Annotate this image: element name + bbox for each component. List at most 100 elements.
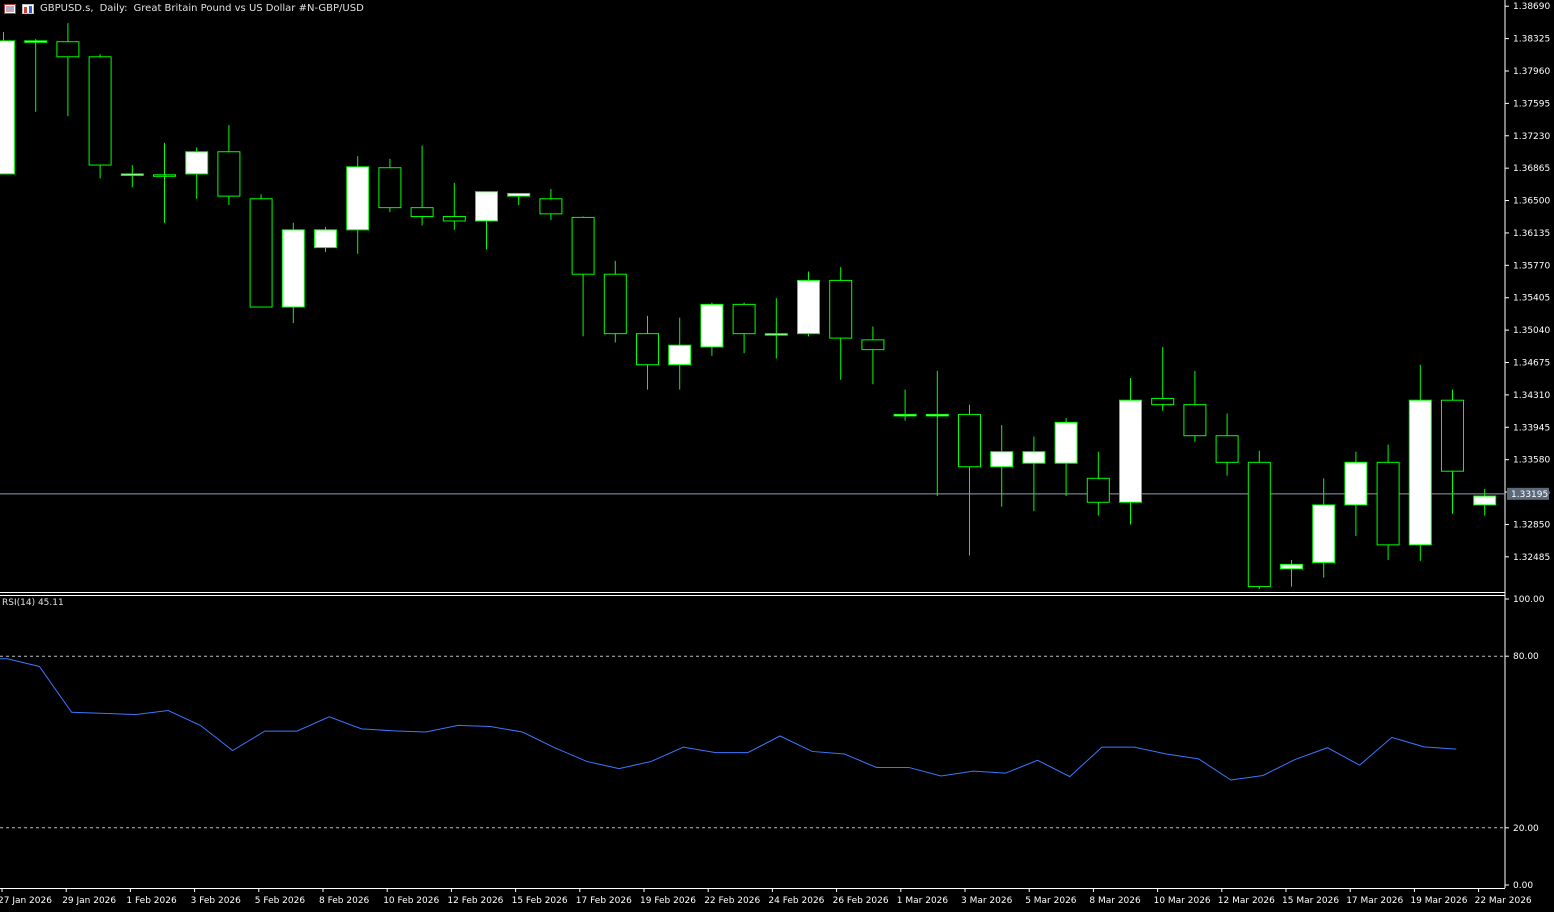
candle-body[interactable] xyxy=(442,216,466,222)
rsi-tick-label: 20.00 xyxy=(1513,824,1539,834)
candle-body[interactable] xyxy=(314,229,337,249)
candle-body[interactable] xyxy=(1280,563,1303,570)
candle-body[interactable] xyxy=(1312,504,1336,564)
candle-body[interactable] xyxy=(1441,399,1464,472)
candle-body[interactable] xyxy=(990,451,1014,468)
time-tick-label: 8 Feb 2026 xyxy=(319,896,370,906)
candle-body[interactable] xyxy=(217,151,241,197)
candle-body[interactable] xyxy=(346,166,370,231)
candle-body[interactable] xyxy=(861,339,885,351)
candle-body[interactable] xyxy=(732,303,756,335)
price-tick-label: 1.36500 xyxy=(1513,197,1550,207)
candle-body[interactable] xyxy=(1473,495,1497,506)
candle-body[interactable] xyxy=(56,41,80,58)
time-tick-label: 1 Feb 2026 xyxy=(126,896,177,906)
candle-body[interactable] xyxy=(281,229,305,308)
candle-body[interactable] xyxy=(1151,397,1175,406)
price-tick-label: 1.37230 xyxy=(1513,132,1550,142)
candle-body[interactable] xyxy=(1344,461,1368,506)
candle-body[interactable] xyxy=(120,173,144,176)
candle-body[interactable] xyxy=(1022,451,1046,464)
symbol-label: GBPUSD.s, xyxy=(40,3,94,14)
price-tick-label: 1.34675 xyxy=(1513,358,1550,368)
price-tick-label: 1.36135 xyxy=(1513,229,1550,239)
candle-body[interactable] xyxy=(797,279,820,335)
price-tick-label: 1.33945 xyxy=(1513,423,1550,433)
time-tick-label: 19 Feb 2026 xyxy=(640,896,696,906)
candle-body[interactable] xyxy=(764,333,788,336)
time-tick-label: 17 Feb 2026 xyxy=(576,896,632,906)
time-tick-label: 17 Mar 2026 xyxy=(1346,896,1403,906)
symbol-description: Great Britain Pound vs US Dollar #N-GBP/… xyxy=(133,3,364,14)
time-tick-label: 27 Jan 2026 xyxy=(0,896,52,906)
price-tick-label: 1.38325 xyxy=(1513,35,1550,45)
candle-body[interactable] xyxy=(1408,399,1432,546)
candle-body[interactable] xyxy=(958,413,981,468)
price-tick-label: 1.36865 xyxy=(1513,164,1550,174)
time-tick-label: 1 Mar 2026 xyxy=(897,896,949,906)
candle-body[interactable] xyxy=(700,303,724,348)
price-tick-label: 1.37595 xyxy=(1513,99,1550,109)
rsi-tick-label: 100.00 xyxy=(1513,595,1545,605)
candle-body[interactable] xyxy=(410,207,434,218)
candle-body[interactable] xyxy=(1247,461,1271,588)
price-tick-label: 1.34310 xyxy=(1513,391,1550,401)
candle-body[interactable] xyxy=(1215,435,1239,463)
candle-body[interactable] xyxy=(507,192,531,197)
candle-body[interactable] xyxy=(0,40,15,175)
price-tick-label: 1.37960 xyxy=(1513,67,1550,77)
candle-body[interactable] xyxy=(88,56,112,166)
time-tick-label: 3 Feb 2026 xyxy=(191,896,242,906)
rsi-tick-label: 80.00 xyxy=(1513,652,1539,662)
candle-body[interactable] xyxy=(475,191,498,222)
rsi-tick-label: 0.00 xyxy=(1513,881,1533,891)
candle-body[interactable] xyxy=(1086,477,1110,503)
price-tick-label: 1.35040 xyxy=(1513,326,1550,336)
price-tick-label: 1.32850 xyxy=(1513,520,1550,530)
candle-body[interactable] xyxy=(603,273,627,335)
time-tick-label: 3 Mar 2026 xyxy=(961,896,1013,906)
price-tick-label: 1.38690 xyxy=(1513,2,1550,12)
candle-body[interactable] xyxy=(893,413,917,417)
time-tick-label: 22 Feb 2026 xyxy=(704,896,760,906)
candle-body[interactable] xyxy=(153,174,176,177)
candle-body[interactable] xyxy=(925,413,949,417)
candle-body[interactable] xyxy=(1054,421,1078,464)
period-label: Daily: xyxy=(99,3,128,14)
candle-body[interactable] xyxy=(1119,399,1142,503)
time-tick-label: 8 Mar 2026 xyxy=(1089,896,1141,906)
one-click-trading-icon[interactable] xyxy=(22,3,34,14)
candle-body[interactable] xyxy=(829,279,853,339)
time-tick-label: 5 Feb 2026 xyxy=(255,896,306,906)
candle-body[interactable] xyxy=(378,167,402,209)
price-tick-label: 1.32485 xyxy=(1513,553,1550,563)
candle-body[interactable] xyxy=(539,198,563,215)
time-tick-label: 10 Feb 2026 xyxy=(383,896,439,906)
candle-body[interactable] xyxy=(636,333,659,366)
candle-body[interactable] xyxy=(668,344,692,366)
price-tick-label: 1.35405 xyxy=(1513,294,1550,304)
price-tick-label: 1.35770 xyxy=(1513,261,1550,271)
candle-body[interactable] xyxy=(1183,404,1207,437)
time-tick-label: 15 Mar 2026 xyxy=(1282,896,1339,906)
candle-body[interactable] xyxy=(24,40,48,43)
rsi-line xyxy=(0,658,1457,781)
chart-menu-icon[interactable] xyxy=(4,3,16,14)
time-tick-label: 22 Mar 2026 xyxy=(1475,896,1532,906)
time-tick-label: 5 Mar 2026 xyxy=(1025,896,1077,906)
candle-body[interactable] xyxy=(1376,461,1400,546)
time-tick-label: 15 Feb 2026 xyxy=(512,896,568,906)
time-tick-label: 12 Feb 2026 xyxy=(447,896,503,906)
current-price-label: 1.33195 xyxy=(1511,490,1548,500)
rsi-label: RSI(14) 45.11 xyxy=(2,598,64,608)
candle-body[interactable] xyxy=(249,198,273,308)
current-price-tag xyxy=(1507,487,1549,500)
time-tick-label: 12 Mar 2026 xyxy=(1218,896,1275,906)
time-tick-label: 26 Feb 2026 xyxy=(833,896,889,906)
time-tick-label: 29 Jan 2026 xyxy=(62,896,116,906)
candle-body[interactable] xyxy=(185,151,209,175)
chart-title-bar: GBPUSD.s, Daily: Great Britain Pound vs … xyxy=(4,3,364,14)
candle-body[interactable] xyxy=(571,216,595,275)
time-tick-label: 24 Feb 2026 xyxy=(768,896,824,906)
